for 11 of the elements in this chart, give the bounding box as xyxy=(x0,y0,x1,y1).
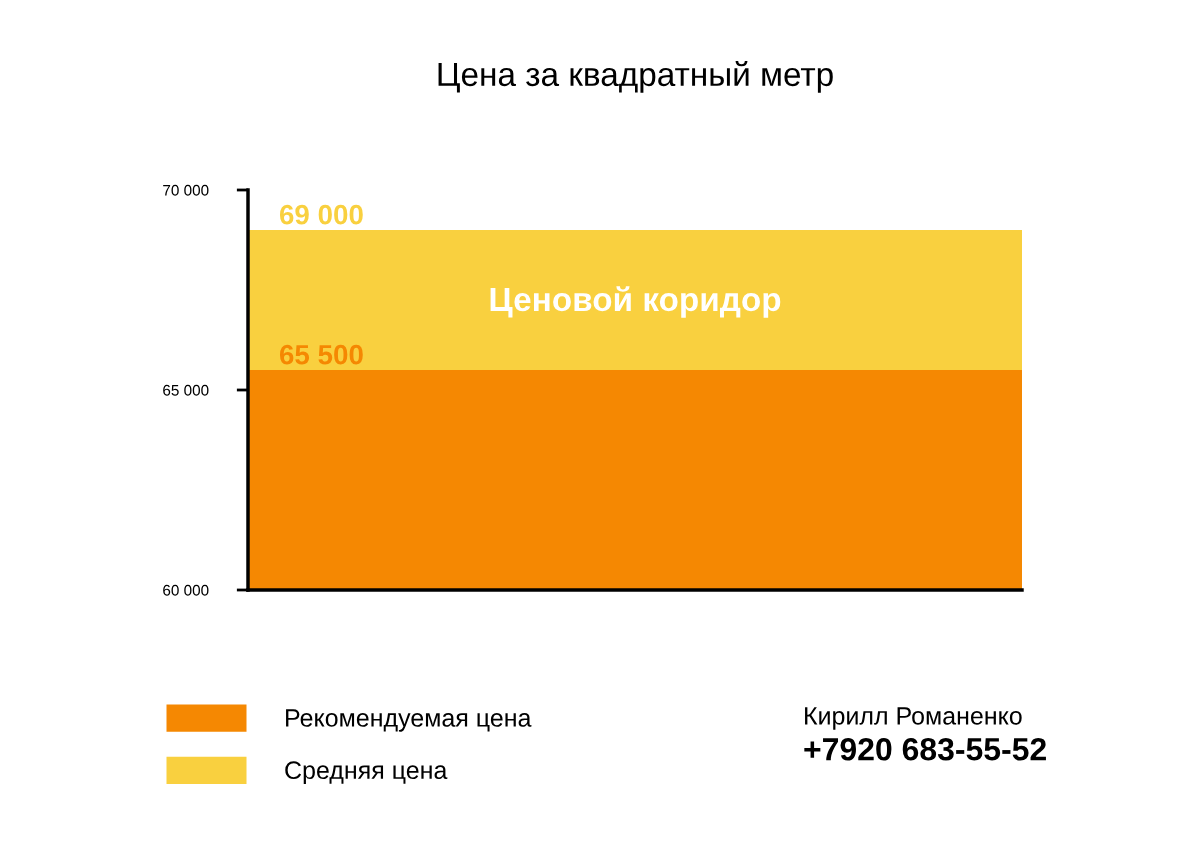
annotation: Ценовой коридор xyxy=(490,286,781,318)
chart-title: Цена за квадратный метр xyxy=(438,61,833,93)
text: Кирилл Романенко xyxy=(805,707,1022,730)
y-tick-label: 65 000 xyxy=(163,384,209,396)
y-tick-label: 70 000 xyxy=(163,184,209,196)
text: +7920 683-55-52 xyxy=(804,737,1046,761)
annotation: 69 000 xyxy=(279,204,363,225)
data-label: 65 500 xyxy=(279,344,363,365)
legend-label: Средняя цена xyxy=(285,761,448,784)
y-tick-label: 60 000 xyxy=(163,584,209,596)
legend-label: Рекомендуемая цена xyxy=(286,709,532,732)
